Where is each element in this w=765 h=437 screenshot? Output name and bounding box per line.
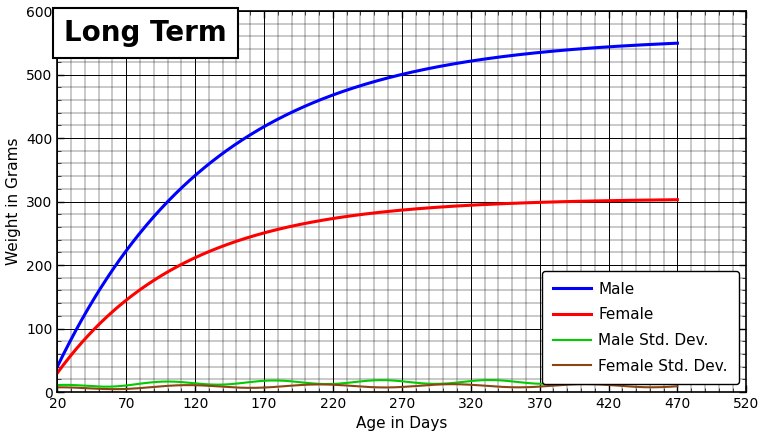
- Male: [673, 41, 682, 46]
- Line: Female Std. Dev.: Female Std. Dev.: [57, 384, 678, 389]
- Male: [418, 67, 428, 73]
- Male: [162, 200, 171, 205]
- Line: Female: Female: [57, 200, 678, 373]
- Female: [212, 246, 221, 251]
- Female: [418, 206, 428, 211]
- Male Std. Dev.: [164, 379, 173, 384]
- Female: [519, 200, 529, 205]
- X-axis label: Age in Days: Age in Days: [356, 416, 448, 431]
- Female Std. Dev.: [164, 383, 173, 388]
- Female: [334, 215, 343, 220]
- Male Std. Dev.: [673, 379, 682, 385]
- Male Std. Dev.: [102, 384, 111, 389]
- Male Std. Dev.: [53, 382, 62, 388]
- Male: [212, 155, 221, 160]
- Male Std. Dev.: [468, 378, 477, 384]
- Y-axis label: Weight in Grams: Weight in Grams: [5, 138, 21, 265]
- Female Std. Dev.: [213, 384, 223, 389]
- Male: [53, 364, 62, 369]
- Male Std. Dev.: [521, 380, 530, 385]
- Female Std. Dev.: [419, 383, 428, 388]
- Female: [467, 202, 476, 208]
- Female: [162, 270, 171, 275]
- Male: [519, 52, 529, 57]
- Line: Male: Male: [57, 43, 678, 367]
- Female Std. Dev.: [521, 385, 530, 390]
- Female Std. Dev.: [53, 385, 62, 390]
- Female: [53, 370, 62, 375]
- Male Std. Dev.: [213, 382, 223, 387]
- Female Std. Dev.: [109, 387, 119, 392]
- Text: Long Term: Long Term: [64, 19, 227, 47]
- Line: Male Std. Dev.: Male Std. Dev.: [57, 380, 678, 387]
- Male: [467, 59, 476, 64]
- Male Std. Dev.: [334, 381, 343, 386]
- Male Std. Dev.: [593, 378, 602, 383]
- Female Std. Dev.: [581, 382, 590, 387]
- Legend: Male, Female, Male Std. Dev., Female Std. Dev.: Male, Female, Male Std. Dev., Female Std…: [542, 271, 739, 385]
- Female Std. Dev.: [334, 382, 343, 388]
- Female Std. Dev.: [673, 384, 682, 389]
- Male: [334, 90, 343, 96]
- Male Std. Dev.: [419, 381, 428, 386]
- Female: [673, 197, 682, 202]
- Female Std. Dev.: [468, 382, 477, 388]
